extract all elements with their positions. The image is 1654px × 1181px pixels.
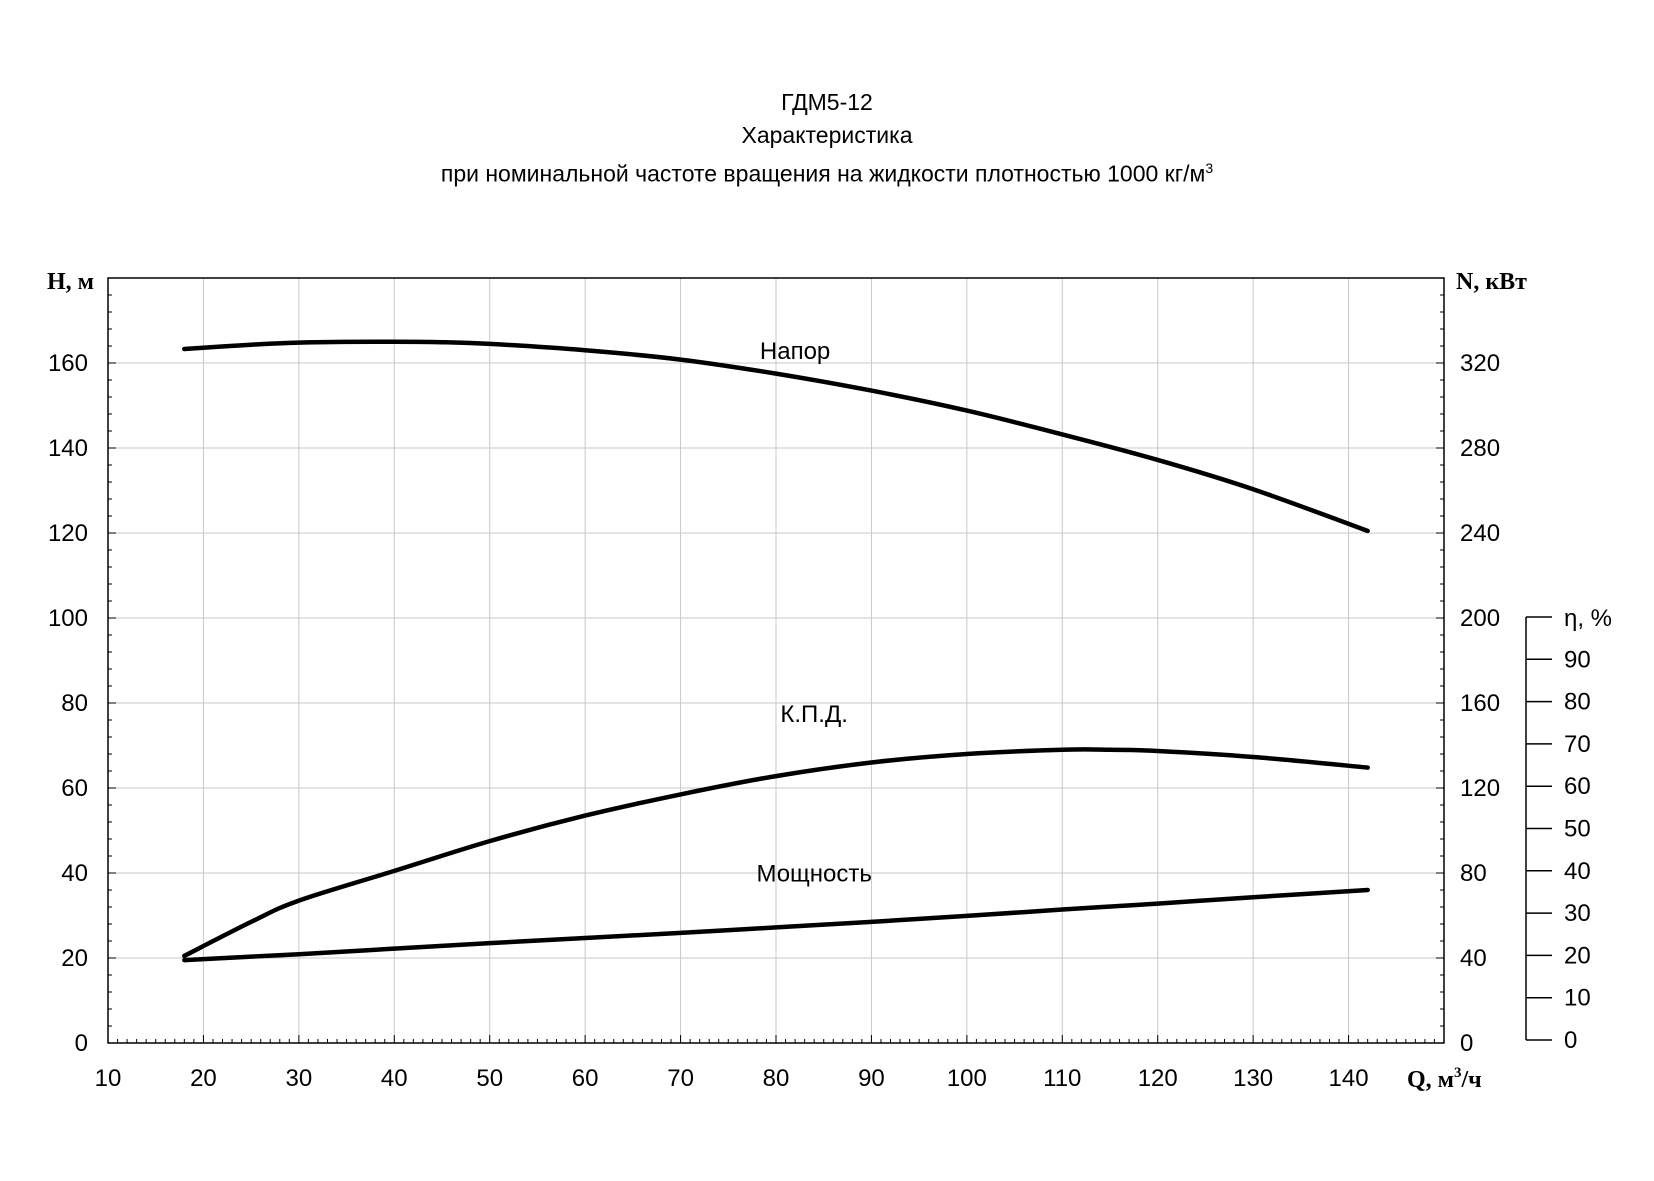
y-right-tick-label: 200 (1460, 605, 1500, 632)
y-right-tick-label: 0 (1460, 1030, 1473, 1057)
efficiency-tick-label: 80 (1564, 689, 1591, 716)
chart-conditions: при номинальной частоте вращения на жидк… (0, 152, 1654, 191)
series-line-2 (182, 887, 1370, 963)
x-tick-label: 30 (286, 1065, 313, 1092)
x-tick-label: 80 (763, 1065, 790, 1092)
y-left-tick-label: 100 (48, 605, 88, 632)
y-right-tick-label: 120 (1460, 775, 1500, 802)
grid (108, 278, 1444, 1043)
axis-ticks (107, 277, 1552, 1044)
series-label-efficiency: К.П.Д. (780, 701, 848, 728)
y-axis-left-title: H, м (47, 269, 94, 295)
series-label-power: Мощность (756, 861, 871, 888)
y-left-tick-label: 60 (61, 775, 88, 802)
x-axis-title-suffix: /ч (1461, 1067, 1482, 1093)
efficiency-tick-label: 30 (1564, 900, 1591, 927)
y-left-tick-label: 0 (75, 1030, 88, 1057)
y-left-tick-label: 20 (61, 945, 88, 972)
x-tick-label: 90 (858, 1065, 885, 1092)
efficiency-tick-label: 60 (1564, 773, 1591, 800)
y-left-tick-label: 160 (48, 350, 88, 377)
efficiency-tick-label: 40 (1564, 858, 1591, 885)
series-label-head: Напор (760, 338, 830, 365)
y-left-tick-label: 120 (48, 520, 88, 547)
efficiency-tick-label: 20 (1564, 942, 1591, 969)
efficiency-tick-label: 10 (1564, 985, 1591, 1012)
chart-conditions-text: при номинальной частоте вращения на жидк… (440, 160, 1206, 187)
series-line-1 (182, 747, 1370, 959)
x-tick-label: 120 (1138, 1065, 1178, 1092)
x-axis-title-sup: 3 (1454, 1065, 1462, 1081)
efficiency-tick-label: 50 (1564, 816, 1591, 843)
x-tick-label: 110 (1043, 1065, 1081, 1092)
y-axis-right-title: N, кВт (1456, 269, 1527, 295)
x-tick-label: 50 (476, 1065, 503, 1092)
y-left-tick-label: 80 (61, 690, 88, 717)
x-tick-label: 140 (1329, 1065, 1369, 1092)
y-left-tick-label: 140 (48, 435, 88, 462)
x-tick-label: 100 (947, 1065, 987, 1092)
tick-labels: 10 20 30 40 50 60 70 80 90 100 110 120 130 1400204060… (48, 350, 1591, 1092)
x-tick-label: 10 (95, 1065, 122, 1092)
efficiency-tick-label: 90 (1564, 646, 1591, 673)
chart-conditions-sup: 3 (1205, 160, 1214, 176)
series-labels: Напор К.П.Д. Мощность (756, 338, 871, 888)
x-tick-label: 40 (381, 1065, 408, 1092)
y-right-tick-label: 280 (1460, 435, 1500, 462)
y-right-tick-label: 80 (1460, 860, 1487, 887)
x-tick-label: 60 (572, 1065, 599, 1092)
x-tick-label: 130 (1233, 1065, 1273, 1092)
plot-frame (107, 277, 1445, 1044)
x-axis-title-text: Q, м (1407, 1067, 1454, 1093)
x-tick-label: 20 (190, 1065, 217, 1092)
chart-title-block: ГДМ5-12 Характеристика при номинальной ч… (0, 86, 1654, 191)
series-line-0 (182, 339, 1370, 534)
chart-subtitle: Характеристика (741, 122, 913, 148)
series-lines (182, 339, 1370, 963)
efficiency-tick-label: 0 (1564, 1027, 1577, 1054)
efficiency-tick-label: 70 (1564, 731, 1591, 758)
x-tick-label: 70 (667, 1065, 694, 1092)
y-left-tick-label: 40 (61, 860, 88, 887)
y-right-tick-label: 160 (1460, 690, 1500, 717)
efficiency-axis-title: η, % (1564, 605, 1612, 632)
y-right-tick-label: 40 (1460, 945, 1487, 972)
y-right-tick-label: 320 (1460, 350, 1500, 377)
y-right-tick-label: 240 (1460, 520, 1500, 547)
x-axis-title: Q, м3/ч (1407, 1065, 1482, 1093)
chart-title: ГДМ5-12 (781, 89, 873, 115)
